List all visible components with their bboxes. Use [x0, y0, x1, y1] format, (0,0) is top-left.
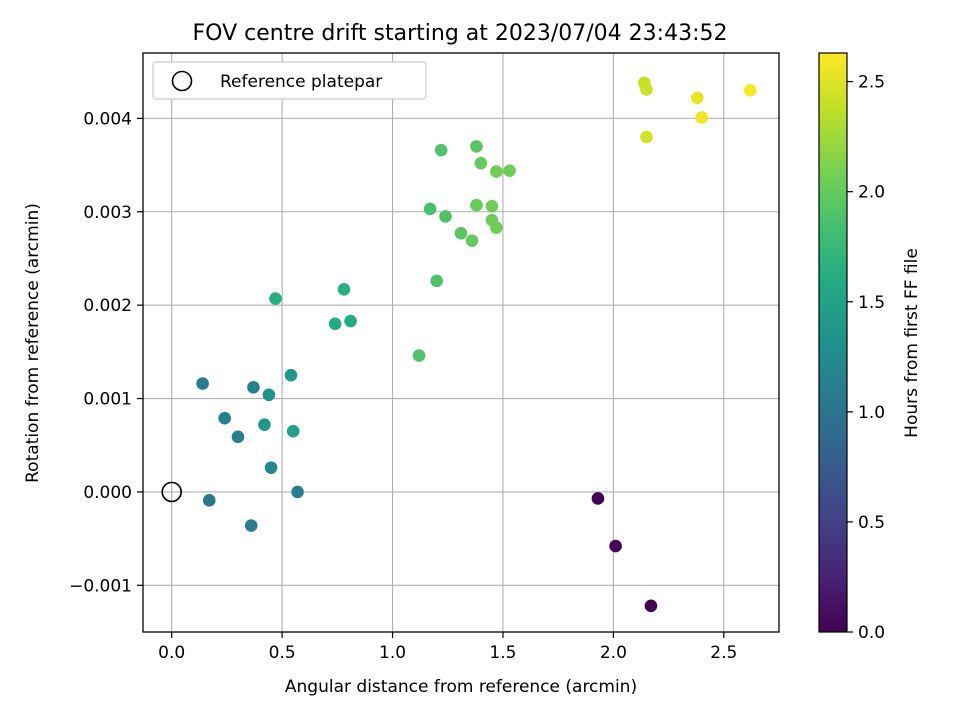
colorbar-ticks: 0.0 0.5 1.0 1.5 2.0 2.5	[847, 73, 885, 643]
data-point	[328, 317, 342, 331]
data-point	[269, 292, 282, 305]
x-axis-label: Angular distance from reference (arcmin)	[285, 677, 637, 697]
data-point	[490, 165, 503, 178]
data-point	[264, 461, 278, 474]
data-point	[591, 492, 605, 505]
data-point	[644, 599, 658, 613]
reference-platepar-marker	[161, 481, 183, 503]
colorbar-tick-label: 0.0	[858, 623, 885, 643]
legend: Reference platepar	[152, 61, 427, 100]
data-point	[262, 388, 276, 402]
data-point	[291, 485, 304, 499]
y-tick-label: −0.001	[69, 576, 132, 596]
y-tick-label: 0.002	[83, 296, 132, 316]
x-tick-label: 0.0	[158, 643, 185, 663]
data-point	[231, 430, 245, 444]
data-point	[286, 424, 300, 438]
x-tick-label: 0.5	[269, 643, 296, 663]
data-point	[690, 91, 704, 105]
colorbar-tick-label: 1.5	[858, 293, 885, 313]
data-point	[439, 210, 452, 223]
data-point	[430, 274, 444, 288]
data-point	[196, 377, 209, 390]
colorbar: 0.0 0.5 1.0 1.5 2.0 2.5 Hours from first FF f…	[818, 52, 922, 643]
y-axis-ticks: −0.001 0.000 0.001 0.002 0.003 0.004	[69, 109, 143, 596]
y-tick-label: 0.004	[83, 109, 132, 129]
data-point	[609, 539, 622, 553]
data-point	[454, 226, 468, 240]
colorbar-gradient	[818, 52, 848, 633]
plot-frame	[142, 52, 780, 633]
x-tick-label: 2.0	[600, 643, 627, 663]
colorbar-tick-label: 1.0	[858, 403, 885, 423]
y-tick-label: 0.000	[83, 483, 132, 503]
data-point	[258, 418, 271, 431]
colorbar-tick-label: 2.0	[858, 183, 885, 203]
data-point	[470, 198, 483, 212]
data-point	[434, 143, 448, 157]
data-point	[247, 381, 260, 394]
data-point	[465, 234, 479, 248]
x-tick-label: 1.0	[379, 643, 406, 663]
y-tick-label: 0.001	[83, 390, 132, 410]
data-point	[743, 84, 757, 97]
data-point	[284, 368, 298, 382]
data-point	[640, 130, 653, 144]
data-point	[640, 83, 653, 96]
data-point	[202, 494, 216, 507]
chart-title: FOV centre drift starting at 2023/07/04 …	[193, 21, 728, 46]
reference-marker-layer	[161, 481, 183, 503]
y-axis-label: Rotation from reference (arcmin)	[23, 203, 43, 483]
data-point	[423, 202, 437, 216]
y-tick-label: 0.003	[83, 203, 132, 223]
legend-open-circle-marker	[171, 70, 193, 92]
data-point	[344, 314, 357, 328]
x-tick-label: 2.5	[710, 643, 737, 663]
legend-box	[152, 61, 427, 100]
colorbar-tick-label: 2.5	[858, 73, 885, 93]
data-point	[490, 221, 503, 234]
data-point	[218, 411, 232, 425]
colorbar-label: Hours from first FF file	[902, 248, 922, 438]
data-point	[470, 140, 483, 153]
data-point	[337, 282, 351, 296]
data-point	[503, 164, 516, 177]
data-point	[412, 349, 426, 362]
colorbar-tick-label: 0.5	[858, 513, 885, 533]
data-points	[196, 76, 757, 613]
data-point	[695, 111, 709, 124]
data-point	[474, 156, 488, 170]
x-tick-label: 1.5	[489, 643, 516, 663]
data-point	[485, 199, 499, 213]
grid-lines	[143, 53, 779, 632]
legend-entry-label: Reference platepar	[220, 72, 382, 92]
data-point	[244, 519, 258, 532]
x-axis-ticks: 0.0 0.5 1.0 1.5 2.0 2.5	[158, 632, 737, 663]
